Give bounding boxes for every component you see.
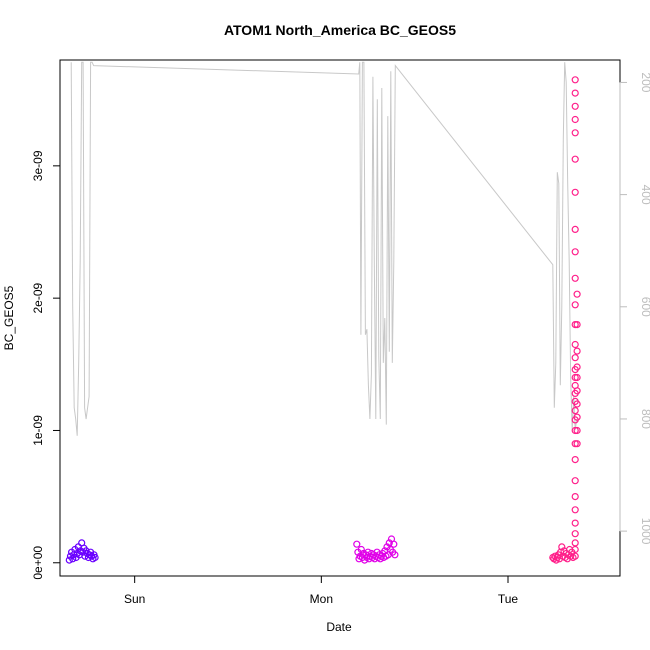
data-point-s2-56 (573, 373, 581, 382)
data-point-s2-37 (571, 354, 579, 362)
chart-title: ATOM1 North_America BC_GEOS5 (224, 22, 456, 38)
plot-frame (59, 59, 621, 577)
data-point-s2-51 (573, 440, 581, 448)
right-tick-label-3: 800 (639, 409, 650, 429)
data-point-s1-0 (353, 540, 361, 548)
y-axis: 0e+00 1e-09 2e-09 3e-09 (31, 150, 61, 580)
right-tick-label-0: 200 (639, 72, 650, 92)
data-point-s2-53 (573, 413, 581, 421)
data-point-s2-23 (571, 519, 579, 527)
data-point-s2-60 (573, 290, 581, 298)
data-point-s2-26 (571, 477, 579, 485)
profile-line (70, 61, 578, 436)
y-tick-label-0: 0e+00 (31, 546, 45, 580)
data-point-s2-21 (571, 539, 579, 547)
data-point-s2-25 (571, 493, 579, 501)
x-tick-label-1: Mon (310, 592, 333, 606)
data-point-s2-27 (571, 456, 579, 464)
data-point-s0-23 (91, 553, 99, 562)
data-point-s2-31 (571, 407, 579, 415)
data-point-s2-42 (571, 248, 579, 256)
data-point-s2-58 (573, 347, 581, 355)
data-point-s2-45 (571, 155, 579, 163)
right-tick-label-2: 600 (639, 297, 650, 317)
x-axis: Sun Mon Tue (124, 575, 519, 606)
data-point-s2-55 (573, 387, 581, 395)
data-point-s2-54 (573, 400, 581, 408)
data-point-s2-59 (573, 321, 581, 329)
right-axis: 200 400 600 800 1000 (619, 72, 650, 545)
data-point-s0-12 (79, 548, 87, 556)
y-tick-label-1: 1e-09 (31, 415, 45, 446)
data-point-s2-52 (573, 426, 581, 435)
y-tick-label-2: 2e-09 (31, 282, 45, 313)
data-point-s2-24 (571, 506, 579, 514)
x-tick-label-2: Tue (498, 592, 519, 606)
data-point-s2-44 (571, 188, 579, 196)
data-point-s1-33 (390, 540, 398, 548)
y-tick-label-3: 3e-09 (31, 150, 45, 181)
data-point-s2-38 (571, 340, 579, 349)
data-point-s1-10 (364, 548, 372, 556)
data-point-s2-46 (571, 129, 579, 137)
data-point-s2-8 (558, 543, 566, 551)
data-point-s2-43 (571, 225, 579, 233)
points-layer (65, 76, 581, 564)
right-tick-label-4: 1000 (639, 518, 650, 545)
x-axis-label: Date (326, 620, 352, 634)
data-point-s0-3 (69, 555, 77, 563)
data-point-s2-41 (571, 274, 579, 282)
data-point-s1-34 (391, 551, 399, 559)
data-point-s2-48 (571, 102, 579, 110)
data-point-s2-47 (571, 115, 579, 124)
data-point-s2-40 (571, 301, 579, 309)
y-axis-label: BC_GEOS5 (2, 285, 16, 350)
right-tick-label-1: 400 (639, 185, 650, 205)
data-point-s0-0 (65, 556, 73, 564)
data-point-s1-4 (357, 545, 365, 554)
data-point-s2-49 (571, 89, 579, 97)
data-point-s2-50 (571, 76, 579, 84)
data-point-s1-29 (385, 539, 393, 547)
data-point-s2-19 (571, 552, 579, 560)
data-point-s2-22 (571, 530, 579, 538)
profile-layer (70, 61, 578, 436)
data-point-s2-57 (573, 363, 581, 371)
x-tick-label-0: Sun (124, 592, 145, 606)
